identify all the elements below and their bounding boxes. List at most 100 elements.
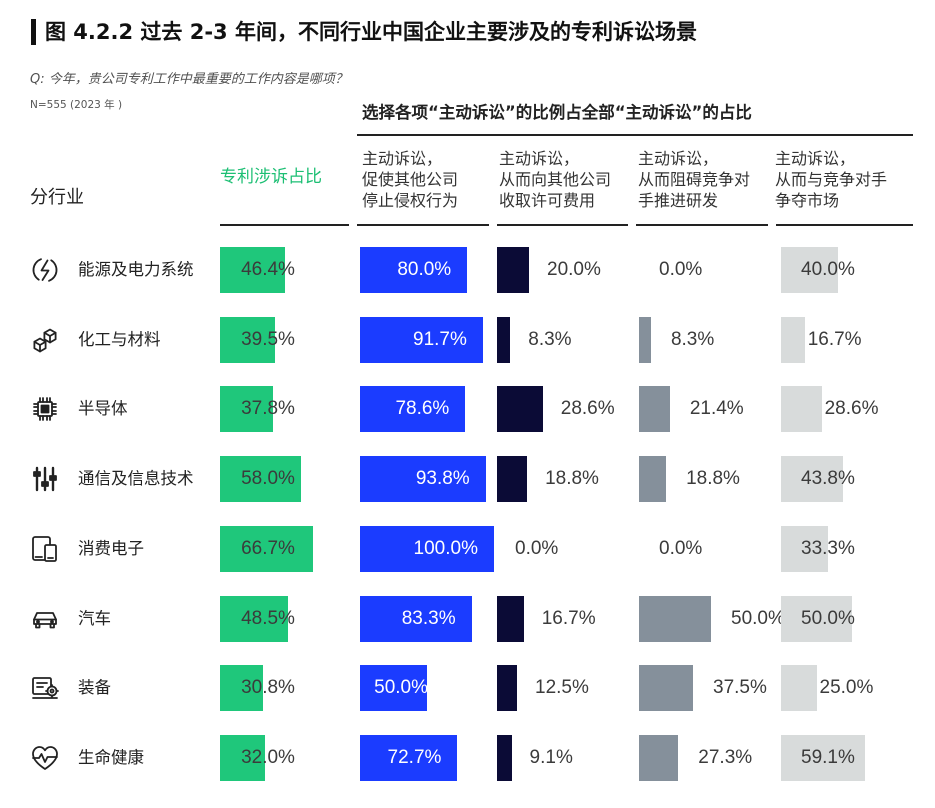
column-header-market-share: 主动诉讼， 从而与竞争对手 争夺市场	[775, 149, 888, 210]
license-fee-bar	[497, 456, 528, 502]
stop-infringement-value-label: 80.0%	[397, 259, 452, 280]
litigation-share-bar	[220, 386, 273, 432]
license-fee-bar	[497, 665, 517, 711]
license-fee-value-label: 16.7%	[541, 608, 596, 629]
litigation-share-bar	[220, 526, 314, 572]
license-fee-value-label: 20.0%	[547, 259, 601, 280]
block-rd-value-label: 0.0%	[659, 538, 703, 559]
market-share-bar	[781, 665, 817, 711]
column-rule	[636, 224, 768, 226]
market-share-bar	[781, 456, 844, 502]
chip-icon	[29, 393, 61, 425]
column-header-block-rd: 主动诉讼， 从而阻碍竞争对 手推进研发	[638, 149, 751, 210]
stop-infringement-bar	[360, 317, 483, 363]
column-header-stop-infringement: 主动诉讼， 促使其他公司 停止侵权行为	[362, 149, 459, 210]
litigation-share-bar	[220, 456, 302, 502]
market-share-bar	[781, 386, 822, 432]
block-rd-value-label: 0.0%	[659, 259, 703, 280]
industry-label: 生命健康	[78, 748, 144, 767]
block-rd-value-label: 21.4%	[689, 398, 744, 419]
license-fee-value-label: 12.5%	[535, 677, 589, 698]
industry-label: 能源及电力系统	[78, 260, 194, 279]
market-share-value-label: 33.3%	[801, 538, 855, 559]
title-accent-bar	[31, 19, 36, 45]
block-rd-value-label: 50.0%	[731, 608, 785, 629]
market-share-value-label: 50.0%	[801, 608, 855, 629]
industry-label: 消费电子	[78, 539, 144, 558]
stop-infringement-value-label: 72.7%	[387, 747, 442, 768]
stop-infringement-value-label: 83.3%	[401, 608, 456, 629]
block-rd-bar	[639, 456, 667, 502]
block-rd-value-label: 18.8%	[686, 468, 740, 489]
block-rd-bar	[639, 665, 693, 711]
market-share-value-label: 59.1%	[801, 747, 855, 768]
sliders-icon	[29, 463, 61, 495]
litigation-share-bar	[220, 247, 285, 293]
license-fee-value-label: 18.8%	[545, 468, 599, 489]
stop-infringement-bar	[360, 456, 486, 502]
license-fee-bar	[497, 317, 511, 363]
litigation-share-bar	[220, 317, 276, 363]
column-rule	[497, 224, 628, 226]
industry-column-header: 分行业	[30, 187, 84, 208]
litigation-share-bar	[220, 735, 265, 781]
column-rule	[357, 224, 489, 226]
market-share-value-label: 28.6%	[824, 398, 879, 419]
litigation-share-value-label: 48.5%	[241, 608, 295, 629]
stop-infringement-bar	[360, 526, 494, 572]
car-icon	[29, 603, 61, 635]
column-rule	[220, 224, 349, 226]
stop-infringement-value-label: 93.8%	[415, 468, 470, 489]
stop-infringement-value-label: 91.7%	[413, 329, 467, 350]
market-share-value-label: 16.7%	[807, 329, 862, 350]
stop-infringement-value-label: 50.0%	[374, 677, 428, 698]
column-header-litigation-share: 专利涉诉占比	[220, 167, 322, 187]
market-share-bar	[781, 596, 852, 642]
column-rule	[776, 224, 913, 226]
litigation-share-value-label: 46.4%	[241, 259, 295, 280]
market-share-bar	[781, 735, 865, 781]
litigation-group-header: 选择各项“主动诉讼”的比例占全部“主动诉讼”的占比	[362, 103, 752, 122]
block-rd-bar	[639, 317, 651, 363]
block-rd-bar	[639, 735, 679, 781]
energy-bolt-icon	[29, 254, 61, 286]
industry-label: 半导体	[78, 399, 128, 418]
devices-icon	[29, 533, 61, 565]
group-header-rule	[357, 134, 913, 136]
stop-infringement-bar	[360, 596, 472, 642]
market-share-value-label: 43.8%	[801, 468, 855, 489]
machine-icon	[29, 672, 61, 704]
molecule-icon	[29, 324, 61, 356]
litigation-share-value-label: 30.8%	[241, 677, 295, 698]
market-share-value-label: 40.0%	[801, 259, 855, 280]
litigation-share-value-label: 39.5%	[241, 329, 295, 350]
stop-infringement-value-label: 78.6%	[395, 398, 450, 419]
stop-infringement-bar	[360, 735, 458, 781]
stop-infringement-value-label: 100.0%	[413, 538, 478, 559]
license-fee-value-label: 28.6%	[560, 398, 615, 419]
license-fee-bar	[497, 247, 529, 293]
litigation-share-value-label: 58.0%	[241, 468, 295, 489]
column-header-license-fee: 主动诉讼， 从而向其他公司 收取许可费用	[499, 149, 612, 210]
block-rd-value-label: 8.3%	[670, 329, 715, 350]
block-rd-value-label: 37.5%	[713, 677, 767, 698]
litigation-share-value-label: 32.0%	[241, 747, 295, 768]
license-fee-value-label: 9.1%	[529, 747, 573, 768]
sample-size-note: N=555 (2023 年 )	[30, 99, 123, 111]
industry-label: 化工与材料	[78, 330, 161, 349]
industry-label: 通信及信息技术	[78, 469, 194, 488]
litigation-share-bar	[220, 665, 264, 711]
block-rd-value-label: 27.3%	[698, 747, 753, 768]
industry-label: 汽车	[78, 609, 111, 628]
stop-infringement-bar	[360, 247, 468, 293]
block-rd-bar	[639, 596, 711, 642]
survey-question: Q: 今年，贵公司专利工作中最重要的工作内容是哪项？	[30, 72, 348, 87]
market-share-bar	[781, 317, 805, 363]
heart-pulse-icon	[29, 742, 61, 774]
market-share-bar	[781, 247, 838, 293]
market-share-bar	[781, 526, 829, 572]
litigation-share-bar	[220, 596, 288, 642]
license-fee-bar	[497, 386, 543, 432]
license-fee-bar	[497, 735, 512, 781]
